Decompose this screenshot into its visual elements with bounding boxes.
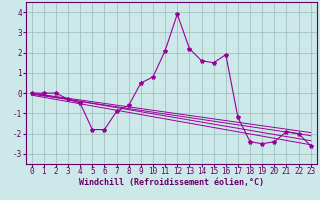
X-axis label: Windchill (Refroidissement éolien,°C): Windchill (Refroidissement éolien,°C) — [79, 178, 264, 187]
